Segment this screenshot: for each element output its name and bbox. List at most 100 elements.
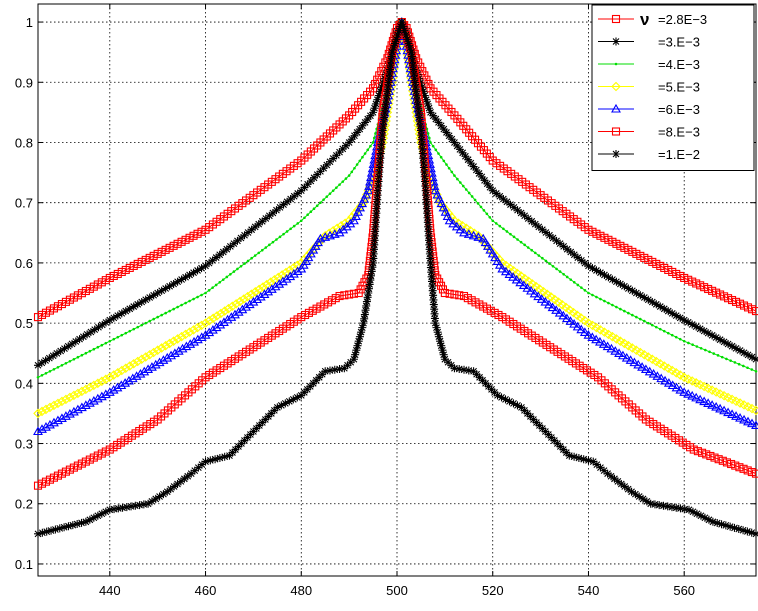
data-point xyxy=(450,171,453,174)
data-point xyxy=(211,286,214,289)
data-point xyxy=(499,225,502,228)
data-point xyxy=(432,145,435,148)
data-point xyxy=(247,260,250,263)
data-point xyxy=(300,219,303,222)
data-point xyxy=(538,254,541,257)
data-point xyxy=(144,322,147,325)
legend-label: =6.E−3 xyxy=(658,102,700,117)
data-point xyxy=(647,322,650,325)
data-point xyxy=(356,163,359,166)
data-point xyxy=(325,195,328,198)
data-point xyxy=(303,216,306,219)
data-point xyxy=(204,292,207,295)
y-tick-label: 0.8 xyxy=(15,135,33,150)
data-point xyxy=(696,345,699,348)
data-point xyxy=(448,167,451,170)
data-point xyxy=(453,174,456,177)
x-tick-label: 460 xyxy=(195,583,217,598)
x-tick-label: 540 xyxy=(578,583,600,598)
data-point xyxy=(573,281,576,284)
data-point xyxy=(429,141,432,144)
x-tick-label: 440 xyxy=(99,583,121,598)
data-point xyxy=(335,186,338,189)
data-point xyxy=(156,316,159,319)
data-point xyxy=(725,358,728,361)
data-point xyxy=(643,320,646,323)
data-point xyxy=(85,352,88,355)
data-point xyxy=(623,310,626,313)
data-point xyxy=(93,348,96,351)
data-point xyxy=(462,185,465,188)
data-point xyxy=(651,324,654,327)
data-point xyxy=(631,314,634,317)
data-point xyxy=(176,306,179,309)
data-point xyxy=(607,302,610,305)
data-point xyxy=(341,180,344,183)
data-point xyxy=(595,296,598,299)
data-point xyxy=(717,354,720,357)
data-point xyxy=(559,270,562,273)
data-point xyxy=(516,238,519,241)
data-point xyxy=(712,352,715,355)
data-point xyxy=(226,276,229,279)
data-point xyxy=(562,273,565,276)
data-point xyxy=(282,233,285,236)
data-point xyxy=(168,310,171,313)
x-tick-label: 480 xyxy=(290,583,312,598)
legend-nu-symbol: ν xyxy=(640,10,649,29)
data-point xyxy=(639,318,642,321)
data-point xyxy=(222,278,225,281)
data-point xyxy=(275,238,278,241)
data-point xyxy=(734,361,737,364)
data-point xyxy=(369,145,372,148)
data-point xyxy=(746,366,749,369)
data-point xyxy=(81,354,84,357)
data-point xyxy=(445,163,448,166)
data-point xyxy=(704,349,707,352)
data-point xyxy=(306,213,309,216)
y-tick-label: 0.1 xyxy=(15,557,33,572)
data-point xyxy=(353,167,356,170)
data-point xyxy=(486,213,489,216)
data-point xyxy=(580,286,583,289)
data-point xyxy=(506,230,509,233)
data-point xyxy=(635,316,638,319)
data-point xyxy=(491,219,494,222)
data-point xyxy=(721,356,724,359)
data-point xyxy=(545,260,548,263)
data-point xyxy=(124,332,127,335)
data-point xyxy=(566,276,569,279)
data-point xyxy=(140,324,143,327)
data-point xyxy=(591,294,594,297)
data-point xyxy=(456,178,459,181)
data-point xyxy=(268,244,271,247)
data-point xyxy=(523,244,526,247)
data-point xyxy=(236,268,239,271)
data-point xyxy=(69,360,72,363)
data-point xyxy=(687,342,690,345)
data-point xyxy=(619,308,622,311)
data-point xyxy=(160,314,163,317)
data-point xyxy=(683,340,686,343)
data-point xyxy=(679,338,682,341)
data-point xyxy=(53,368,56,371)
data-point xyxy=(148,320,151,323)
data-point xyxy=(488,216,491,219)
data-point xyxy=(345,177,348,180)
y-tick-label: 0.2 xyxy=(15,497,33,512)
data-point xyxy=(603,300,606,303)
data-point xyxy=(120,334,123,337)
data-point xyxy=(372,141,375,144)
data-point xyxy=(675,336,678,339)
data-point xyxy=(261,249,264,252)
data-point xyxy=(627,312,630,315)
data-point xyxy=(316,204,319,207)
data-point xyxy=(240,265,243,268)
data-point xyxy=(310,210,313,213)
data-point xyxy=(755,370,758,373)
data-point xyxy=(136,326,139,329)
data-point xyxy=(530,249,533,252)
data-point xyxy=(329,192,332,195)
